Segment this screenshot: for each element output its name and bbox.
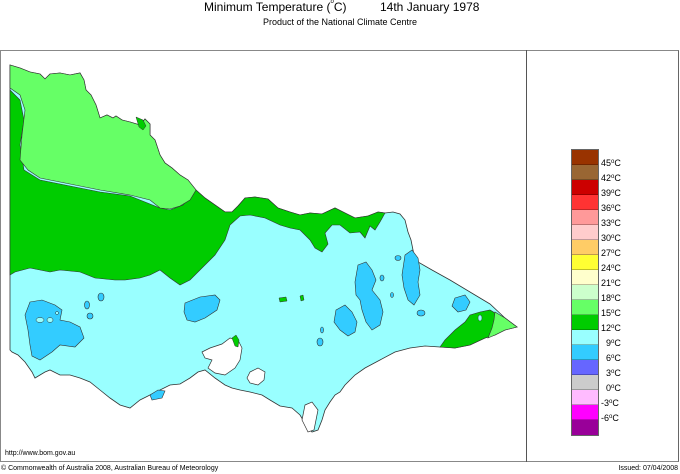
- land-band-9-12-holes: [35, 311, 483, 323]
- legend-swatch: [572, 300, 598, 315]
- legend-label: 3oC: [606, 368, 621, 378]
- legend-label: 39oC: [601, 188, 621, 198]
- legend-label: 27oC: [601, 248, 621, 258]
- issued-date: Issued: 07/04/2008: [618, 465, 678, 472]
- legend-label: 15oC: [601, 308, 621, 318]
- land-band-15-18-east: [487, 311, 518, 339]
- frame-divider: [526, 50, 527, 462]
- port-phillip-bay: [201, 337, 243, 376]
- legend-labels: 45oC 42oC 39oC 36oC 33oC 30oC 27oC 24oC …: [601, 156, 621, 426]
- legend-swatch: [572, 165, 598, 180]
- title-variable: Minimum Temperature (oC): [204, 0, 347, 14]
- legend-label: 21oC: [601, 278, 621, 288]
- land-band-12-15-speck: [278, 296, 288, 303]
- temperature-map: [9, 64, 518, 433]
- legend-label: 42oC: [601, 173, 621, 183]
- legend-swatch: [572, 390, 598, 405]
- legend-swatch: [572, 270, 598, 285]
- legend-swatch: [572, 210, 598, 225]
- legend-label: 6oC: [606, 353, 621, 363]
- legend-label: 9oC: [606, 338, 621, 348]
- legend-swatch: [572, 330, 598, 345]
- frame-left-border: [0, 50, 1, 462]
- land-band-6-9-areas: [24, 249, 471, 401]
- legend-swatch: [572, 360, 598, 375]
- legend-swatch: [572, 195, 598, 210]
- land-band-12-15-spot: [135, 116, 147, 131]
- legend-swatch: [572, 345, 598, 360]
- legend-swatch: [572, 285, 598, 300]
- map-frame: [0, 50, 679, 462]
- western-port: [246, 367, 266, 386]
- legend-swatch: [572, 315, 598, 330]
- legend-swatch: [572, 255, 598, 270]
- legend-label: 33oC: [601, 218, 621, 228]
- legend-label: 24oC: [601, 263, 621, 273]
- legend-swatch: [572, 150, 598, 165]
- temperature-legend: [571, 149, 599, 436]
- copyright-notice: © Commonwealth of Australia 2008, Austra…: [1, 465, 219, 472]
- legend-swatch: [572, 180, 598, 195]
- legend-label: 45oC: [601, 158, 621, 168]
- title-date: 14th January 1978: [380, 0, 480, 14]
- legend-swatch: [572, 405, 598, 420]
- legend-swatch: [572, 225, 598, 240]
- legend-label: 0oC: [606, 383, 621, 393]
- legend-label: 18oC: [601, 293, 621, 303]
- land-band-15-18-northwest: [9, 64, 197, 210]
- legend-label: 12oC: [601, 323, 621, 333]
- land-band-12-15-speck2: [299, 294, 305, 302]
- land-band-12-15-bellarine: [231, 334, 240, 348]
- source-url[interactable]: http://www.bom.gov.au: [5, 450, 76, 457]
- legend-label: -3oC: [601, 398, 619, 408]
- subtitle: Product of the National Climate Centre: [262, 17, 418, 27]
- legend-swatch: [572, 420, 598, 435]
- legend-label: 30oC: [601, 233, 621, 243]
- map-title: Minimum Temperature (oC) 14th January 19…: [0, 0, 680, 18]
- wilsons-promontory: [301, 401, 319, 433]
- legend-swatch: [572, 375, 598, 390]
- legend-swatch: [572, 240, 598, 255]
- legend-label: -6oC: [601, 413, 619, 423]
- legend-label: 36oC: [601, 203, 621, 213]
